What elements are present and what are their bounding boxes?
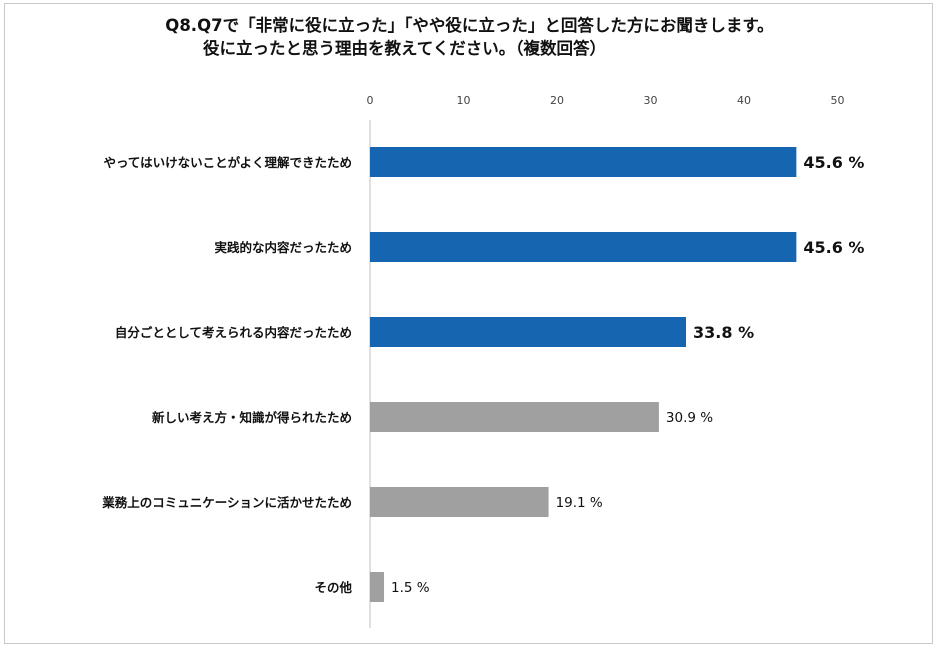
title-line-1: Q8.Q7で「非常に役に立った」「やや役に立った」と回答した方にお聞きします。 bbox=[165, 16, 774, 35]
x-tick-label: 30 bbox=[644, 94, 658, 107]
bar bbox=[370, 317, 687, 347]
category-label: その他 bbox=[314, 580, 352, 595]
bar bbox=[370, 487, 549, 517]
chart-title: Q8.Q7で「非常に役に立った」「やや役に立った」と回答した方にお聞きします。 … bbox=[0, 14, 939, 60]
bar bbox=[370, 572, 385, 602]
category-label: 新しい考え方・知識が得られたため bbox=[152, 410, 352, 425]
bar bbox=[370, 147, 797, 177]
data-label: 45.6 % bbox=[803, 238, 864, 257]
data-label: 30.9 % bbox=[666, 410, 713, 426]
data-label: 19.1 % bbox=[556, 495, 603, 511]
x-tick-label: 10 bbox=[457, 94, 471, 107]
x-tick-label: 20 bbox=[550, 94, 564, 107]
bar bbox=[370, 402, 659, 432]
bar bbox=[370, 232, 797, 262]
x-tick-label: 0 bbox=[367, 94, 374, 107]
category-label: 実践的な内容だったため bbox=[214, 240, 352, 255]
category-label: 自分ごととして考えられる内容だったため bbox=[115, 325, 352, 340]
data-label: 1.5 % bbox=[391, 580, 430, 596]
title-line-2: 役に立ったと思う理由を教えてください。（複数回答） bbox=[203, 39, 606, 58]
x-tick-label: 40 bbox=[737, 94, 751, 107]
category-label: やってはいけないことがよく理解できたため bbox=[103, 155, 352, 170]
data-label: 33.8 % bbox=[693, 323, 754, 342]
data-label: 45.6 % bbox=[803, 153, 864, 172]
x-tick-label: 50 bbox=[831, 94, 845, 107]
category-label: 業務上のコミュニケーションに活かせたため bbox=[101, 495, 352, 510]
